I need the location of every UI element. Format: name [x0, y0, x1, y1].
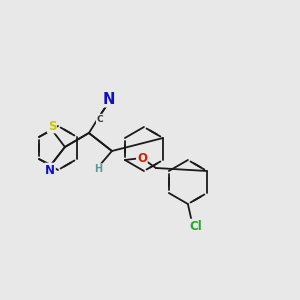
- Text: N: N: [45, 164, 55, 176]
- Text: O: O: [137, 152, 147, 164]
- Text: N: N: [103, 92, 115, 106]
- Text: Cl: Cl: [190, 220, 202, 232]
- Text: S: S: [48, 119, 56, 133]
- Text: C: C: [97, 115, 103, 124]
- Text: H: H: [94, 164, 102, 174]
